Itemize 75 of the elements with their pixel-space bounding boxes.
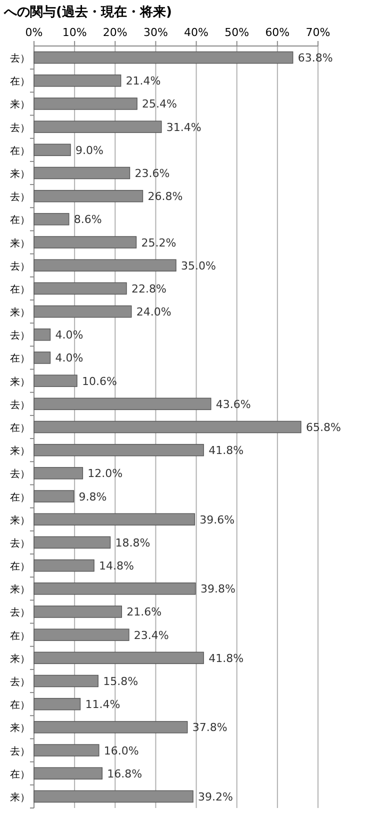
data-label: 39.8% bbox=[200, 582, 236, 596]
data-label: 43.6% bbox=[216, 398, 251, 411]
data-label: 22.8% bbox=[132, 282, 166, 296]
y-tick-label: 去） bbox=[10, 52, 30, 65]
data-label: 8.6% bbox=[74, 213, 102, 226]
y-tick-label: 来） bbox=[10, 445, 30, 458]
y-tick-label: 来） bbox=[10, 584, 30, 596]
y-tick-label: 去） bbox=[10, 330, 30, 342]
data-label: 14.8% bbox=[99, 560, 134, 573]
data-label: 10.6% bbox=[82, 374, 117, 388]
y-tick-label: 来） bbox=[10, 376, 30, 388]
y-tick-label: 在） bbox=[10, 76, 30, 88]
y-tick-label: 去） bbox=[10, 468, 30, 480]
chart-title: への関与(過去・現在・将来) bbox=[3, 5, 172, 20]
y-tick-label: 去） bbox=[10, 745, 30, 758]
y-tick-label: 来） bbox=[10, 791, 30, 804]
x-tick-label: 0% bbox=[25, 26, 43, 39]
x-tick-label: 50% bbox=[224, 26, 250, 39]
y-tick-label: 在） bbox=[10, 283, 30, 296]
data-label: 23.4% bbox=[134, 628, 169, 642]
y-tick-label: 去） bbox=[10, 191, 30, 204]
y-tick-label: 在） bbox=[10, 768, 30, 780]
y-tick-label: 在） bbox=[10, 630, 30, 642]
data-label: 11.4% bbox=[85, 698, 120, 712]
data-label: 31.4% bbox=[166, 120, 202, 134]
data-label: 16.8% bbox=[107, 767, 142, 780]
y-tick-label: 来） bbox=[10, 514, 30, 526]
data-label: 4.0% bbox=[55, 352, 84, 365]
y-tick-label: 来） bbox=[10, 306, 30, 319]
y-tick-label: 在） bbox=[10, 560, 30, 573]
y-tick-label: 去） bbox=[10, 122, 30, 134]
data-label: 25.2% bbox=[141, 236, 176, 250]
y-tick-label: 去） bbox=[10, 606, 30, 619]
data-label: 26.8% bbox=[148, 190, 183, 204]
x-tick-label: 20% bbox=[102, 26, 128, 39]
data-label: 9.0% bbox=[76, 144, 104, 157]
y-tick-label: 去） bbox=[10, 537, 30, 550]
data-label: 16.0% bbox=[104, 744, 139, 758]
y-tick-label: 去） bbox=[10, 398, 30, 411]
y-tick-label: 在） bbox=[10, 352, 30, 365]
data-label: 21.6% bbox=[126, 606, 162, 619]
data-label: 9.8% bbox=[78, 490, 107, 504]
data-label: 12.0% bbox=[88, 467, 123, 480]
x-tick-label: 40% bbox=[184, 26, 209, 39]
data-label: 18.8% bbox=[115, 536, 150, 550]
data-label: 21.4% bbox=[126, 74, 161, 88]
x-tick-label: 30% bbox=[143, 26, 168, 39]
y-tick-label: 在） bbox=[10, 214, 30, 226]
y-tick-label: 在） bbox=[10, 422, 30, 434]
data-label: 41.8% bbox=[208, 444, 244, 458]
y-tick-label: 来） bbox=[10, 722, 30, 734]
data-label: 37.8% bbox=[192, 721, 228, 734]
data-label: 23.6% bbox=[134, 167, 170, 180]
y-tick-label: 来） bbox=[10, 237, 30, 250]
data-label: 35.0% bbox=[181, 259, 216, 272]
y-tick-label: 在） bbox=[10, 699, 30, 712]
data-label: 39.6% bbox=[200, 513, 235, 526]
y-tick-label: 来） bbox=[10, 98, 30, 111]
data-label: 15.8% bbox=[103, 675, 138, 688]
x-tick-label: 60% bbox=[265, 26, 290, 39]
data-label: 63.8% bbox=[298, 52, 333, 65]
y-tick-label: 在） bbox=[10, 491, 30, 504]
y-tick-label: 去） bbox=[10, 260, 30, 272]
y-tick-label: 来） bbox=[10, 168, 30, 180]
data-label: 25.4% bbox=[142, 98, 178, 111]
data-label: 65.8% bbox=[306, 421, 341, 434]
y-tick-label: 去） bbox=[10, 676, 30, 688]
x-tick-label: 70% bbox=[306, 26, 330, 39]
data-label: 39.2% bbox=[198, 790, 233, 804]
data-label: 41.8% bbox=[208, 652, 244, 665]
data-label: 4.0% bbox=[55, 328, 84, 342]
y-tick-label: 在） bbox=[10, 144, 30, 157]
data-label: 24.0% bbox=[136, 306, 172, 319]
y-tick-label: 来） bbox=[10, 652, 30, 665]
x-tick-label: 10% bbox=[62, 26, 87, 39]
